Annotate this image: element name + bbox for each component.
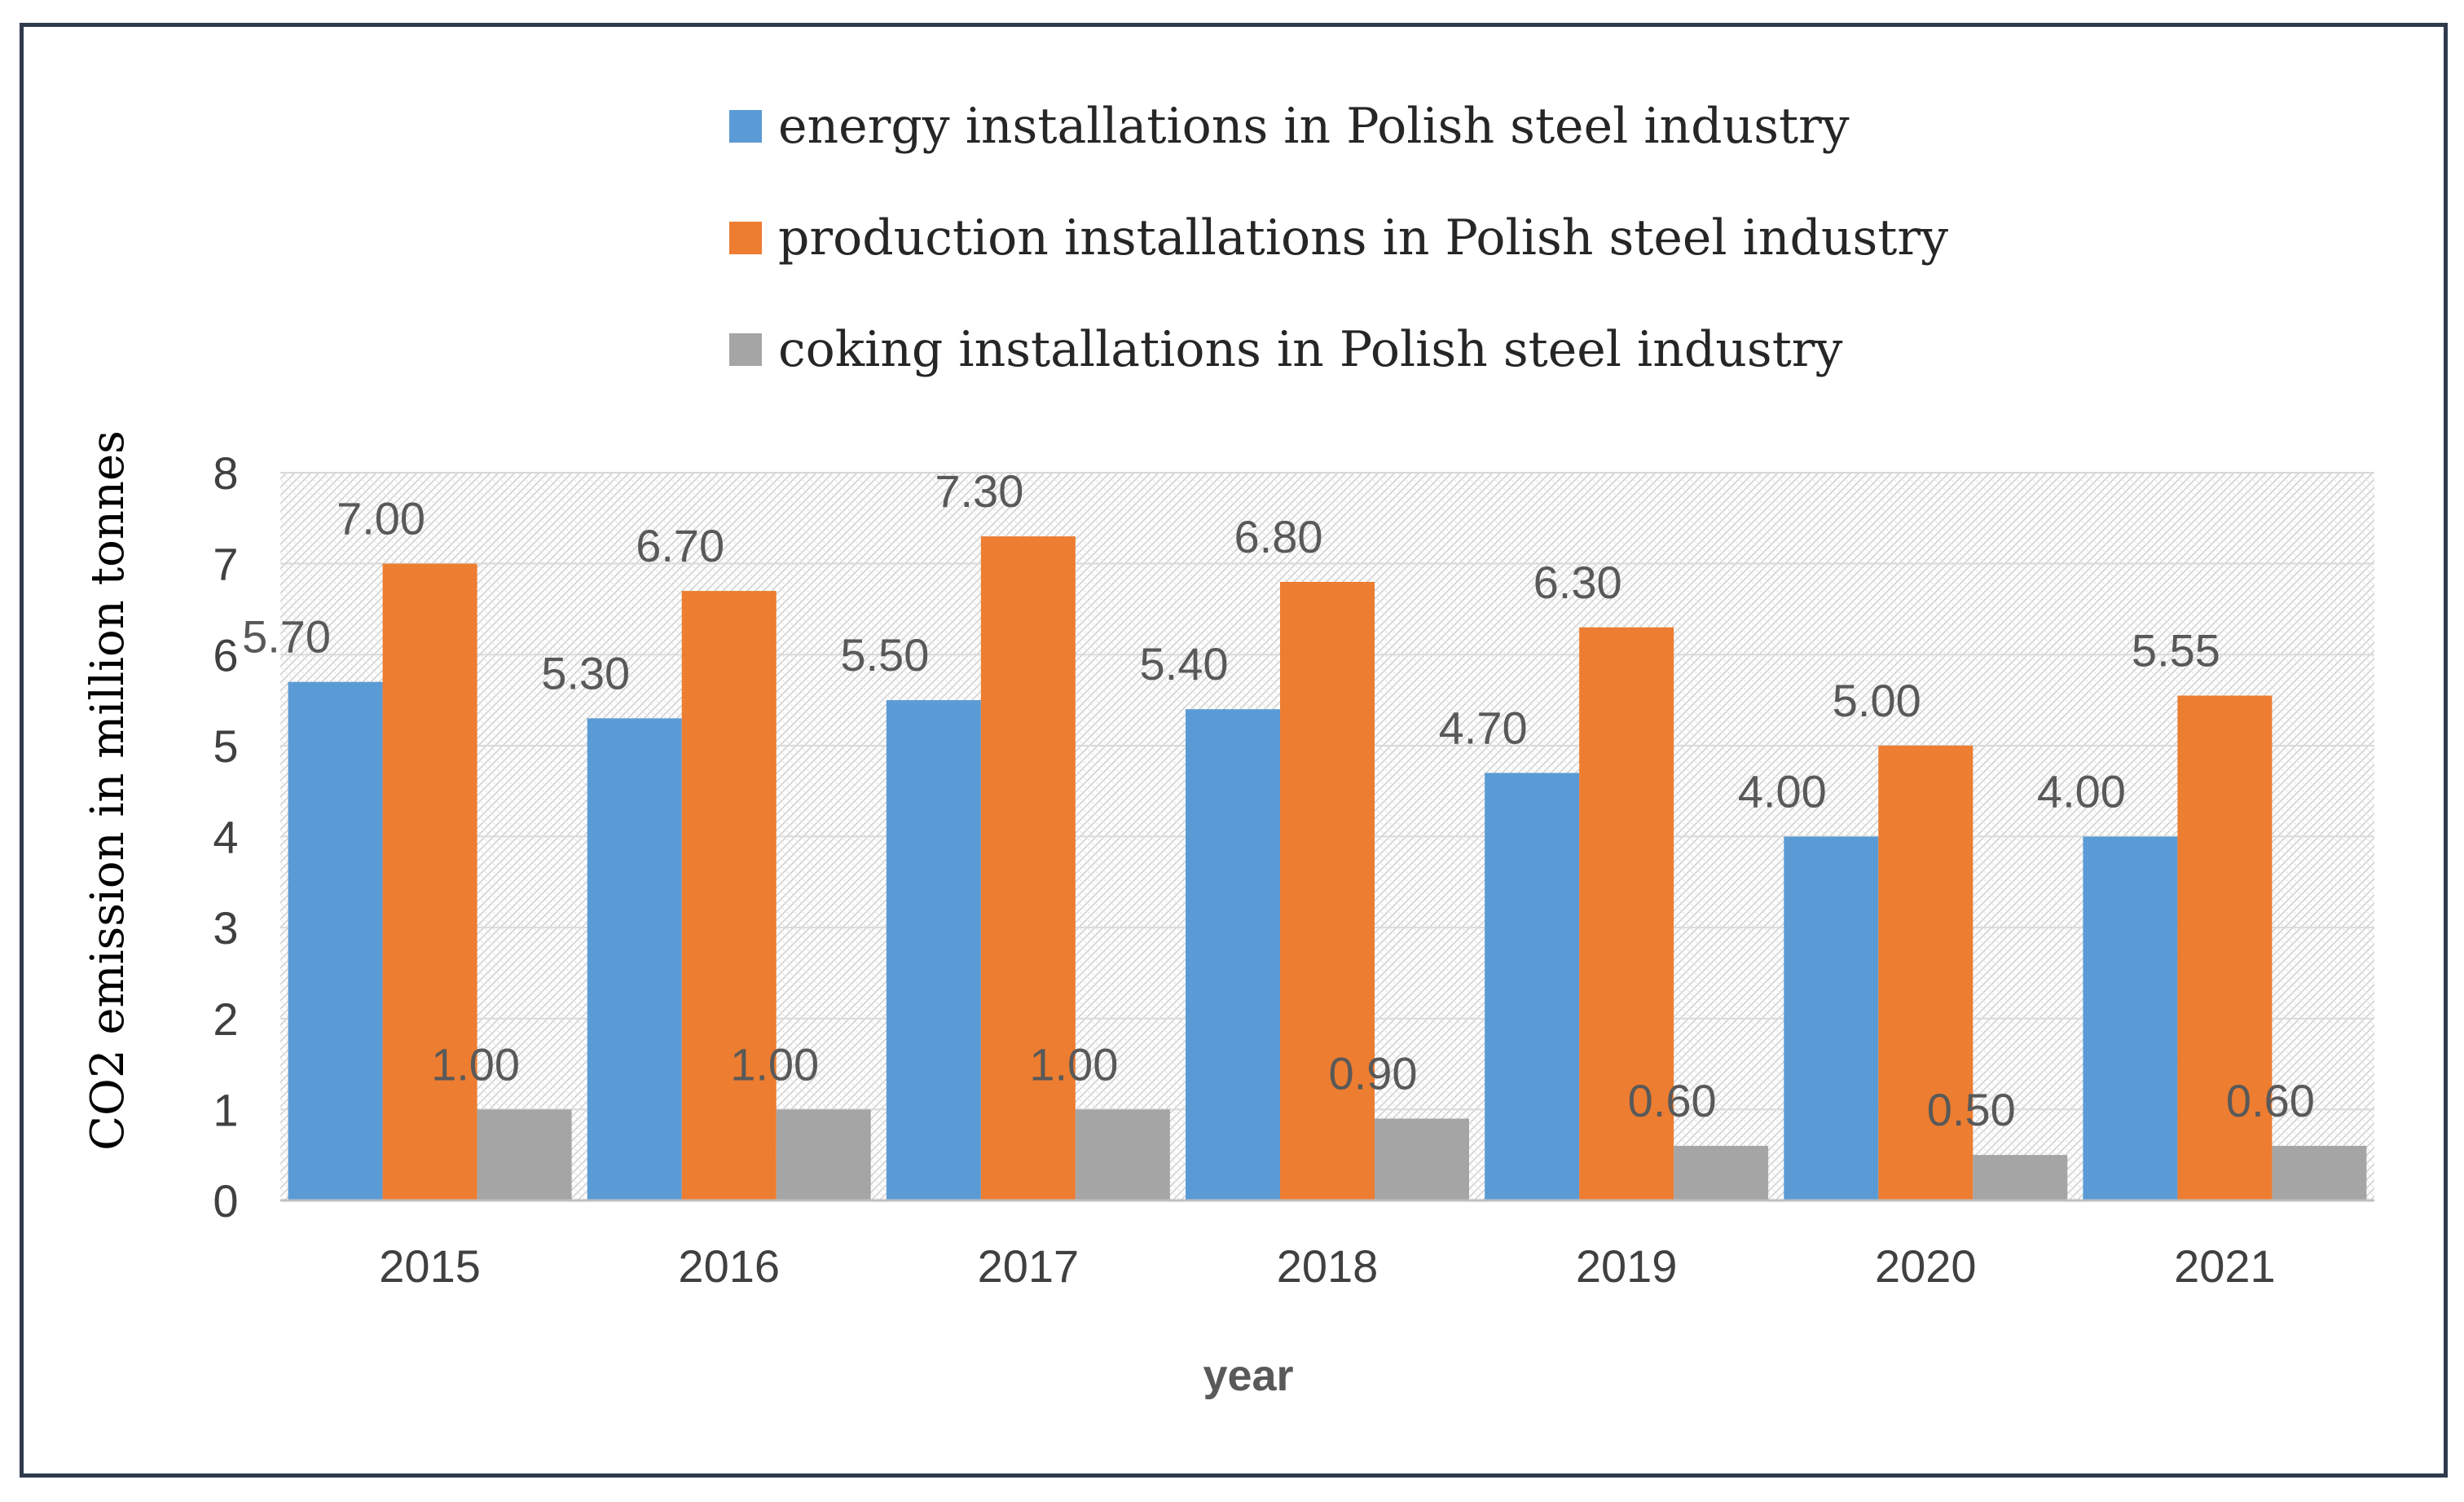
bar xyxy=(2272,1146,2367,1200)
y-tick-label: 7 xyxy=(213,539,238,590)
data-label: 4.00 xyxy=(2037,766,2126,817)
legend-label: energy installations in Polish steel ind… xyxy=(778,98,1850,155)
y-tick-label: 1 xyxy=(213,1084,238,1135)
y-tick-label: 0 xyxy=(213,1175,238,1227)
legend-swatch xyxy=(729,333,762,366)
data-label: 4.00 xyxy=(1738,766,1827,817)
bar xyxy=(980,536,1076,1200)
data-label: 6.80 xyxy=(1234,511,1323,562)
data-label: 1.00 xyxy=(1029,1038,1118,1090)
bar xyxy=(2083,836,2178,1200)
bar xyxy=(1674,1146,1769,1200)
data-label: 5.30 xyxy=(541,647,630,698)
y-tick-label: 6 xyxy=(213,629,238,681)
y-axis-title: CO2 emission in million tonnes xyxy=(81,430,134,1151)
data-label: 5.55 xyxy=(2132,624,2220,676)
x-tick-label: 2017 xyxy=(978,1240,1080,1292)
x-tick-label: 2015 xyxy=(379,1240,481,1292)
data-label: 5.00 xyxy=(1833,675,1921,726)
data-label: 4.70 xyxy=(1439,702,1528,753)
chart-frame: 5.70 7.00 1.00 5.30 6.70 1.00 5.50 7.30 1.00 5.40… xyxy=(20,23,2448,1478)
bar xyxy=(1075,1109,1170,1200)
y-tick-label: 2 xyxy=(213,993,238,1045)
bar xyxy=(1579,627,1674,1200)
legend-label: coking installations in Polish steel ind… xyxy=(778,321,1842,378)
x-tick-label: 2019 xyxy=(1576,1240,1678,1292)
data-label: 0.60 xyxy=(1628,1075,1717,1126)
bar xyxy=(288,681,383,1200)
bar xyxy=(1784,836,1879,1200)
bar xyxy=(1280,581,1375,1200)
bar xyxy=(587,718,682,1200)
y-tick-label: 5 xyxy=(213,720,238,772)
data-label: 1.00 xyxy=(730,1038,819,1090)
legend-label: production installations in Polish steel… xyxy=(778,209,1948,266)
bar xyxy=(886,700,981,1200)
bar xyxy=(1186,709,1280,1200)
bar xyxy=(477,1109,572,1200)
y-tick-label: 4 xyxy=(213,812,238,863)
x-tick-label: 2018 xyxy=(1277,1240,1379,1292)
data-label: 0.50 xyxy=(1927,1084,2016,1135)
bar xyxy=(1878,745,1973,1200)
x-axis-title: year xyxy=(1203,1351,1293,1400)
bar xyxy=(776,1109,871,1200)
data-label: 0.90 xyxy=(1329,1048,1418,1099)
data-label: 5.50 xyxy=(840,629,929,681)
bar xyxy=(1973,1155,2068,1200)
y-tick-label: 3 xyxy=(213,902,238,954)
data-label: 6.30 xyxy=(1533,557,1622,608)
bar xyxy=(382,563,477,1200)
bar xyxy=(1375,1118,1469,1200)
bar xyxy=(681,591,777,1200)
legend-swatch xyxy=(729,222,762,254)
data-label: 0.60 xyxy=(2226,1075,2315,1126)
bar xyxy=(1485,773,1580,1200)
data-label: 1.00 xyxy=(431,1038,520,1090)
data-label: 6.70 xyxy=(636,520,724,571)
x-tick-label: 2021 xyxy=(2174,1240,2276,1292)
legend-swatch xyxy=(729,110,762,143)
data-label: 5.40 xyxy=(1140,638,1229,689)
x-tick-label: 2020 xyxy=(1875,1240,1977,1292)
x-tick-label: 2016 xyxy=(678,1240,780,1292)
data-label: 7.30 xyxy=(935,465,1023,517)
data-label: 7.00 xyxy=(337,493,425,544)
bar-chart: 5.70 7.00 1.00 5.30 6.70 1.00 5.50 7.30 1.00 5.40… xyxy=(81,98,2374,1400)
data-label: 5.70 xyxy=(242,611,331,663)
bar xyxy=(2177,695,2273,1200)
y-tick-label: 8 xyxy=(213,447,238,499)
